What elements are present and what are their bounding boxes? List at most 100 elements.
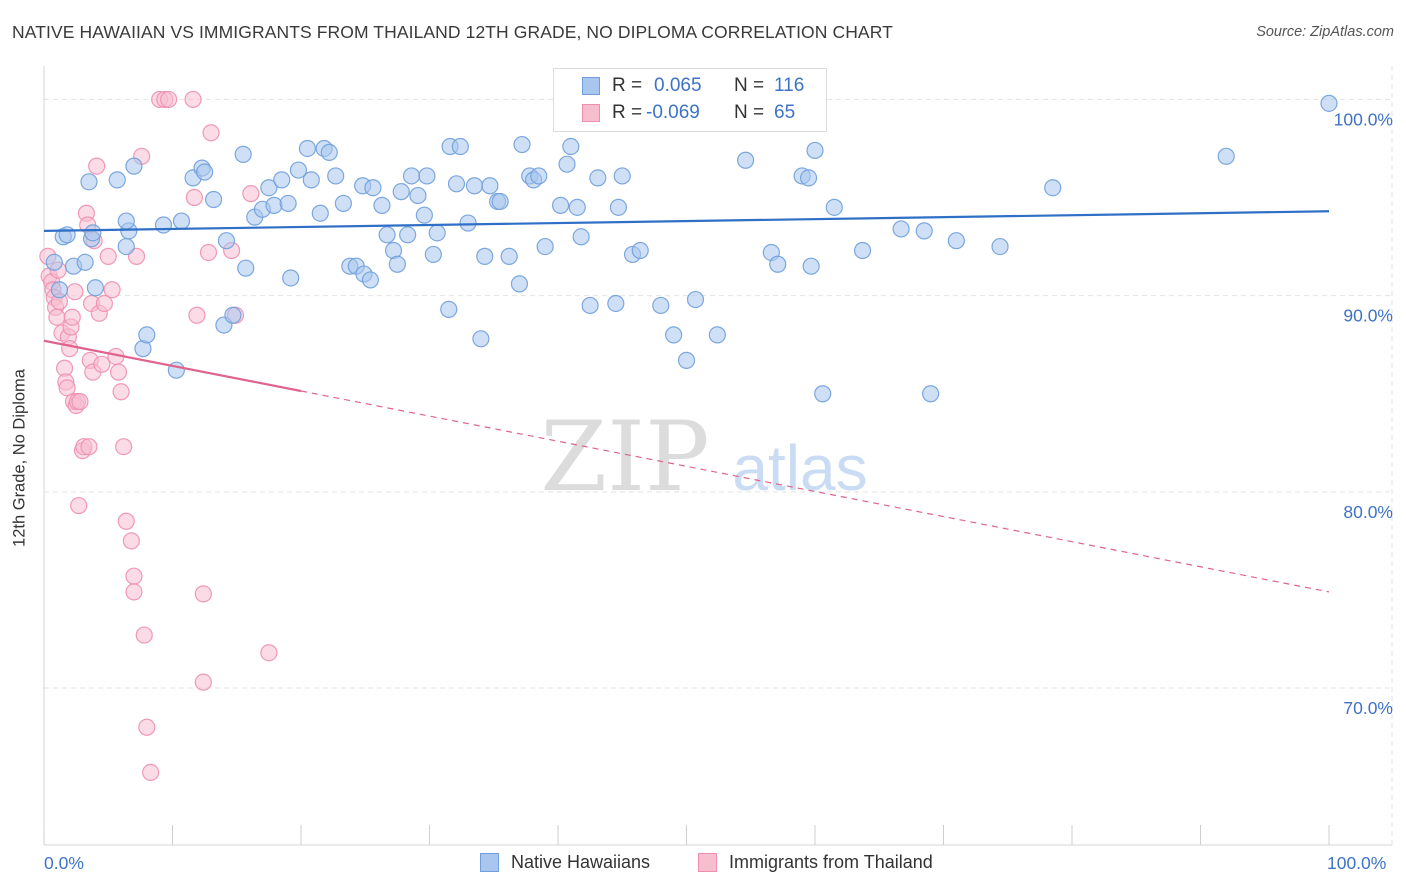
legend-r-value: -0.069: [646, 102, 700, 123]
data-point: [95, 294, 113, 313]
data-point: [440, 300, 458, 318]
data-point: [491, 192, 509, 211]
data-point: [799, 169, 818, 187]
trend-line-thailand-dashed: [300, 390, 1330, 593]
data-point: [652, 296, 670, 315]
legend-label-thailand: Immigrants from Thailand: [729, 852, 933, 872]
data-point: [117, 512, 135, 530]
data-point: [513, 135, 531, 154]
data-point: [58, 379, 76, 397]
data-point: [76, 253, 94, 271]
data-point: [48, 308, 66, 326]
data-point: [61, 340, 79, 358]
data-point: [80, 438, 98, 456]
watermark-atlas: atlas: [732, 432, 867, 504]
data-point: [530, 167, 548, 185]
data-point: [388, 255, 406, 273]
data-point: [63, 308, 81, 326]
data-point: [609, 198, 627, 216]
data-point: [631, 241, 649, 260]
stats-legend: R = 0.065 N = 116 R = -0.069 N = 65: [553, 68, 827, 132]
legend-swatch-pink: [582, 104, 600, 122]
series-thailand-points: [39, 90, 278, 782]
trend-line-hawaiians-solid: [43, 210, 1330, 232]
data-point: [677, 351, 696, 369]
data-point: [135, 626, 153, 644]
data-point: [88, 157, 106, 175]
data-point: [282, 269, 300, 287]
data-point: [364, 179, 382, 197]
data-point: [402, 167, 421, 185]
data-point: [769, 255, 787, 273]
data-point: [327, 167, 345, 185]
legend-n-label: N =: [734, 102, 765, 123]
data-point: [117, 212, 135, 230]
data-point: [260, 644, 278, 662]
legend-swatch-blue: [582, 77, 600, 95]
data-point: [472, 330, 490, 348]
data-point: [58, 226, 76, 244]
data-point: [84, 224, 102, 242]
data-point: [551, 196, 570, 214]
data-point: [991, 237, 1009, 256]
data-point: [825, 198, 843, 216]
data-point: [802, 257, 820, 275]
data-point: [510, 275, 529, 293]
y-tick-label: 100.0%: [1334, 109, 1393, 129]
data-point: [138, 718, 156, 736]
data-point: [922, 385, 940, 403]
data-point: [71, 392, 89, 411]
data-point: [273, 171, 291, 189]
series-legend: Native Hawaiians Immigrants from Thailan…: [0, 852, 1406, 878]
data-point: [224, 306, 242, 324]
data-point: [806, 141, 824, 160]
data-point: [459, 214, 477, 232]
data-point: [1217, 147, 1235, 165]
x-tick-label-max: 100.0%: [1327, 853, 1387, 873]
y-tick-label: 90.0%: [1343, 306, 1393, 326]
data-point: [451, 137, 469, 156]
data-point: [196, 163, 214, 181]
data-point: [279, 194, 297, 213]
grid-lines: [44, 66, 1393, 845]
legend-label-hawaiians: Native Hawaiians: [511, 852, 651, 872]
data-point: [66, 283, 84, 301]
data-point: [125, 583, 143, 601]
data-point: [409, 186, 427, 205]
data-point: [853, 241, 872, 260]
trend-line-thailand-solid: [43, 339, 302, 393]
data-point: [125, 567, 143, 585]
data-point: [500, 247, 518, 265]
data-point: [581, 296, 599, 315]
legend-n-value: 65: [774, 102, 796, 123]
data-point: [373, 196, 391, 214]
data-point: [108, 171, 126, 189]
data-point: [265, 196, 283, 214]
data-point: [418, 167, 436, 185]
data-point: [562, 137, 580, 156]
data-point: [298, 139, 317, 158]
watermark: ZIP atlas: [540, 401, 867, 513]
data-point: [1044, 179, 1062, 197]
data-point: [589, 169, 607, 187]
data-point: [93, 355, 111, 373]
data-point: [194, 585, 212, 603]
data-point: [185, 188, 203, 207]
data-point: [737, 151, 755, 169]
data-point: [361, 271, 379, 289]
legend-item-thailand[interactable]: Immigrants from Thailand: [698, 852, 933, 873]
data-point: [142, 763, 160, 782]
data-point: [122, 532, 140, 550]
legend-r-value: 0.065: [654, 75, 702, 96]
data-point: [378, 226, 396, 244]
data-point: [814, 385, 832, 403]
data-point: [536, 237, 554, 256]
data-point: [320, 143, 338, 162]
data-point: [188, 306, 206, 324]
data-point: [481, 177, 499, 195]
data-point: [465, 177, 484, 195]
data-point: [447, 175, 466, 193]
legend-item-hawaiians[interactable]: Native Hawaiians: [480, 852, 650, 873]
data-point: [117, 237, 135, 256]
data-point: [708, 326, 726, 344]
